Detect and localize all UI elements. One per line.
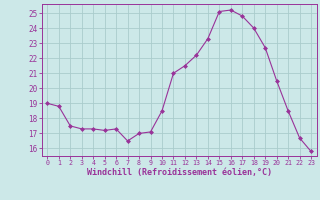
X-axis label: Windchill (Refroidissement éolien,°C): Windchill (Refroidissement éolien,°C)	[87, 168, 272, 177]
